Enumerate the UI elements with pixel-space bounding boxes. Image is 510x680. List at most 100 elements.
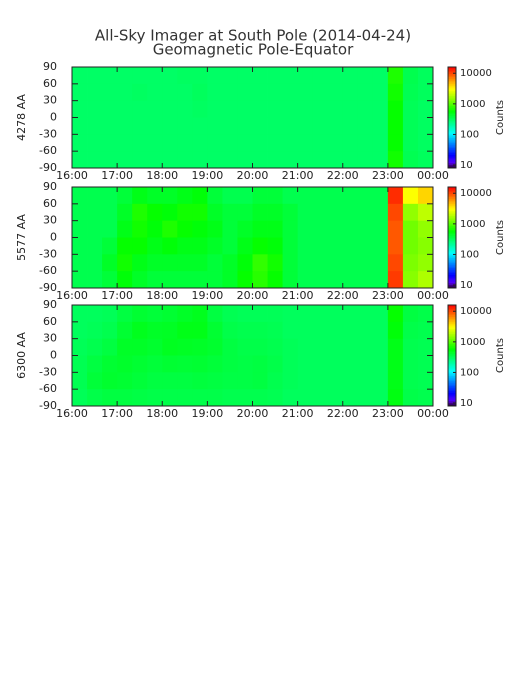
colorbar-step: [448, 315, 456, 318]
heat-cell: [222, 67, 238, 85]
colorbar-step: [448, 78, 456, 81]
heat-cell: [387, 254, 404, 272]
colorbar-step: [448, 237, 456, 240]
heat-cell: [387, 151, 404, 169]
colorbar-step: [448, 208, 456, 211]
heat-cell: [312, 100, 329, 118]
colorbar-step: [448, 323, 456, 326]
colorbar-step: [448, 192, 456, 195]
heat-cell: [387, 187, 404, 205]
colorbar-step: [448, 166, 456, 169]
heat-cell: [102, 254, 118, 272]
heat-cell: [222, 134, 238, 152]
heat-cell: [72, 134, 88, 152]
x-tick-label: 23:00: [372, 289, 404, 302]
colorbar-step: [448, 380, 456, 383]
heat-cell: [327, 237, 344, 255]
heat-cell: [192, 254, 208, 272]
heat-cell: [372, 203, 389, 222]
heat-cell: [402, 389, 419, 407]
heat-cell: [117, 151, 133, 169]
heat-cell: [267, 321, 283, 340]
colorbar-step: [448, 161, 456, 164]
colorbar-step: [448, 269, 456, 272]
colorbar-step: [448, 97, 456, 100]
heat-cell: [177, 100, 193, 118]
heat-cell: [117, 83, 133, 102]
colorbar-step: [448, 245, 456, 248]
colorbar-step: [448, 141, 456, 144]
heat-cell: [87, 203, 103, 222]
x-tick-label: 16:00: [56, 289, 88, 302]
heat-cell: [237, 389, 253, 407]
heat-cell: [132, 389, 148, 407]
heat-cell: [417, 134, 434, 152]
colorbar-step: [448, 305, 456, 307]
heat-cell: [252, 355, 268, 373]
heat-cell: [147, 254, 163, 272]
heat-cell: [252, 100, 268, 118]
heat-cell: [402, 220, 419, 238]
colorbar-step: [448, 95, 456, 98]
heat-cell: [267, 187, 283, 205]
x-tick-label: 21:00: [282, 407, 314, 420]
colorbar-step: [448, 343, 456, 346]
colorbar-step: [448, 152, 456, 155]
heat-cell: [102, 237, 118, 255]
heat-cell: [132, 100, 148, 118]
heat-cell: [342, 254, 359, 272]
heat-cell: [87, 100, 103, 118]
heat-cell: [237, 338, 253, 356]
heat-cell: [177, 338, 193, 356]
colorbar-step: [448, 188, 456, 191]
heat-cell: [147, 83, 163, 102]
heat-cell: [207, 254, 223, 272]
heat-cell: [237, 305, 253, 323]
colorbar-step: [448, 353, 456, 356]
colorbar-step: [448, 142, 456, 145]
heat-cell: [102, 305, 118, 323]
heat-cell: [87, 355, 103, 373]
colorbar-step: [448, 335, 456, 338]
heat-cell: [177, 254, 193, 272]
heat-cell: [342, 134, 359, 152]
heat-cell: [222, 237, 238, 255]
heat-cell: [342, 151, 359, 169]
heat-cell: [177, 117, 193, 135]
heat-cell: [72, 321, 88, 340]
colorbar-step: [448, 146, 456, 149]
colorbar-step: [448, 157, 456, 160]
heat-cell: [267, 134, 283, 152]
colorbar-step: [448, 382, 456, 385]
heat-cell: [162, 67, 178, 85]
colorbar-step: [448, 149, 456, 152]
heat-cell: [297, 254, 314, 272]
heat-cell: [222, 321, 238, 340]
colorbar-step: [448, 217, 456, 220]
heat-cell: [252, 254, 268, 272]
heat-cell: [72, 305, 88, 323]
heat-cell: [372, 389, 389, 407]
y-tick-label: 90: [43, 60, 57, 73]
heat-cell: [87, 321, 103, 340]
heat-cell: [387, 372, 404, 390]
colorbar-step: [448, 276, 456, 279]
y-tick-label: -30: [39, 365, 57, 378]
x-tick-label: 22:00: [327, 169, 359, 182]
x-tick-label: 18:00: [146, 407, 178, 420]
heat-cell: [237, 117, 253, 135]
colorbar-step: [448, 107, 456, 110]
heat-cell: [117, 134, 133, 152]
heat-cell: [402, 100, 419, 118]
heat-cell: [342, 338, 359, 356]
heat-cell: [72, 372, 88, 390]
heat-cell: [252, 83, 268, 102]
heat-cell: [87, 237, 103, 255]
colorbar-step: [448, 284, 456, 287]
heat-cell: [192, 220, 208, 238]
colorbar-step: [448, 357, 456, 360]
heat-cell: [102, 372, 118, 390]
colorbar-step: [448, 333, 456, 336]
colorbar-step: [448, 242, 456, 245]
